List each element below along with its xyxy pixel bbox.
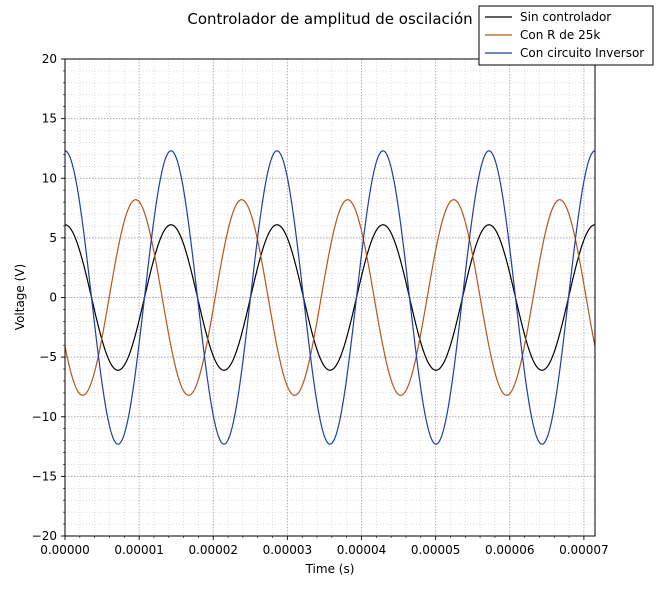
y-tick-label: −5: [39, 350, 57, 364]
legend-label-sin-controlador: Sin controlador: [520, 10, 611, 24]
legend-label-con-circuito-inversor: Con circuito Inversor: [520, 46, 644, 60]
series-group: [64, 150, 596, 445]
y-tick-label: 5: [49, 231, 57, 245]
plot-frame: [64, 58, 596, 537]
y-tick-label: 10: [42, 171, 57, 185]
y-tick-label: 0: [49, 291, 57, 305]
series-line-2: [64, 150, 596, 445]
x-tick-label: 0.00006: [485, 543, 535, 557]
ticks-group: 0.00000 0.00001 0.00002 0.00003 0.00004 0.000…: [32, 52, 609, 557]
x-tick-label: 0.00001: [114, 543, 164, 557]
y-tick-label: −15: [32, 469, 57, 483]
y-tick-label: −20: [32, 529, 57, 543]
x-tick-label: 0.00003: [263, 543, 313, 557]
series-line-1: [64, 199, 596, 396]
y-tick-label: −10: [32, 410, 57, 424]
y-tick-label: 20: [42, 52, 57, 66]
x-tick-label: 0.00004: [337, 543, 387, 557]
legend: Sin controlador Con R de 25k Con circuit…: [478, 5, 654, 66]
chart-title: Controlador de amplitud de oscilación: [187, 10, 472, 28]
y-tick-label: 15: [42, 112, 57, 126]
x-axis-label: Time (s): [305, 562, 355, 576]
y-axis-label: Voltage (V): [13, 264, 27, 330]
x-tick-label: 0.00000: [40, 543, 90, 557]
x-tick-label: 0.00005: [411, 543, 461, 557]
x-tick-label: 0.00002: [188, 543, 238, 557]
x-tick-label: 0.00007: [559, 543, 609, 557]
series-line-0: [64, 224, 596, 371]
legend-label-con-r-25k: Con R de 25k: [520, 28, 600, 42]
